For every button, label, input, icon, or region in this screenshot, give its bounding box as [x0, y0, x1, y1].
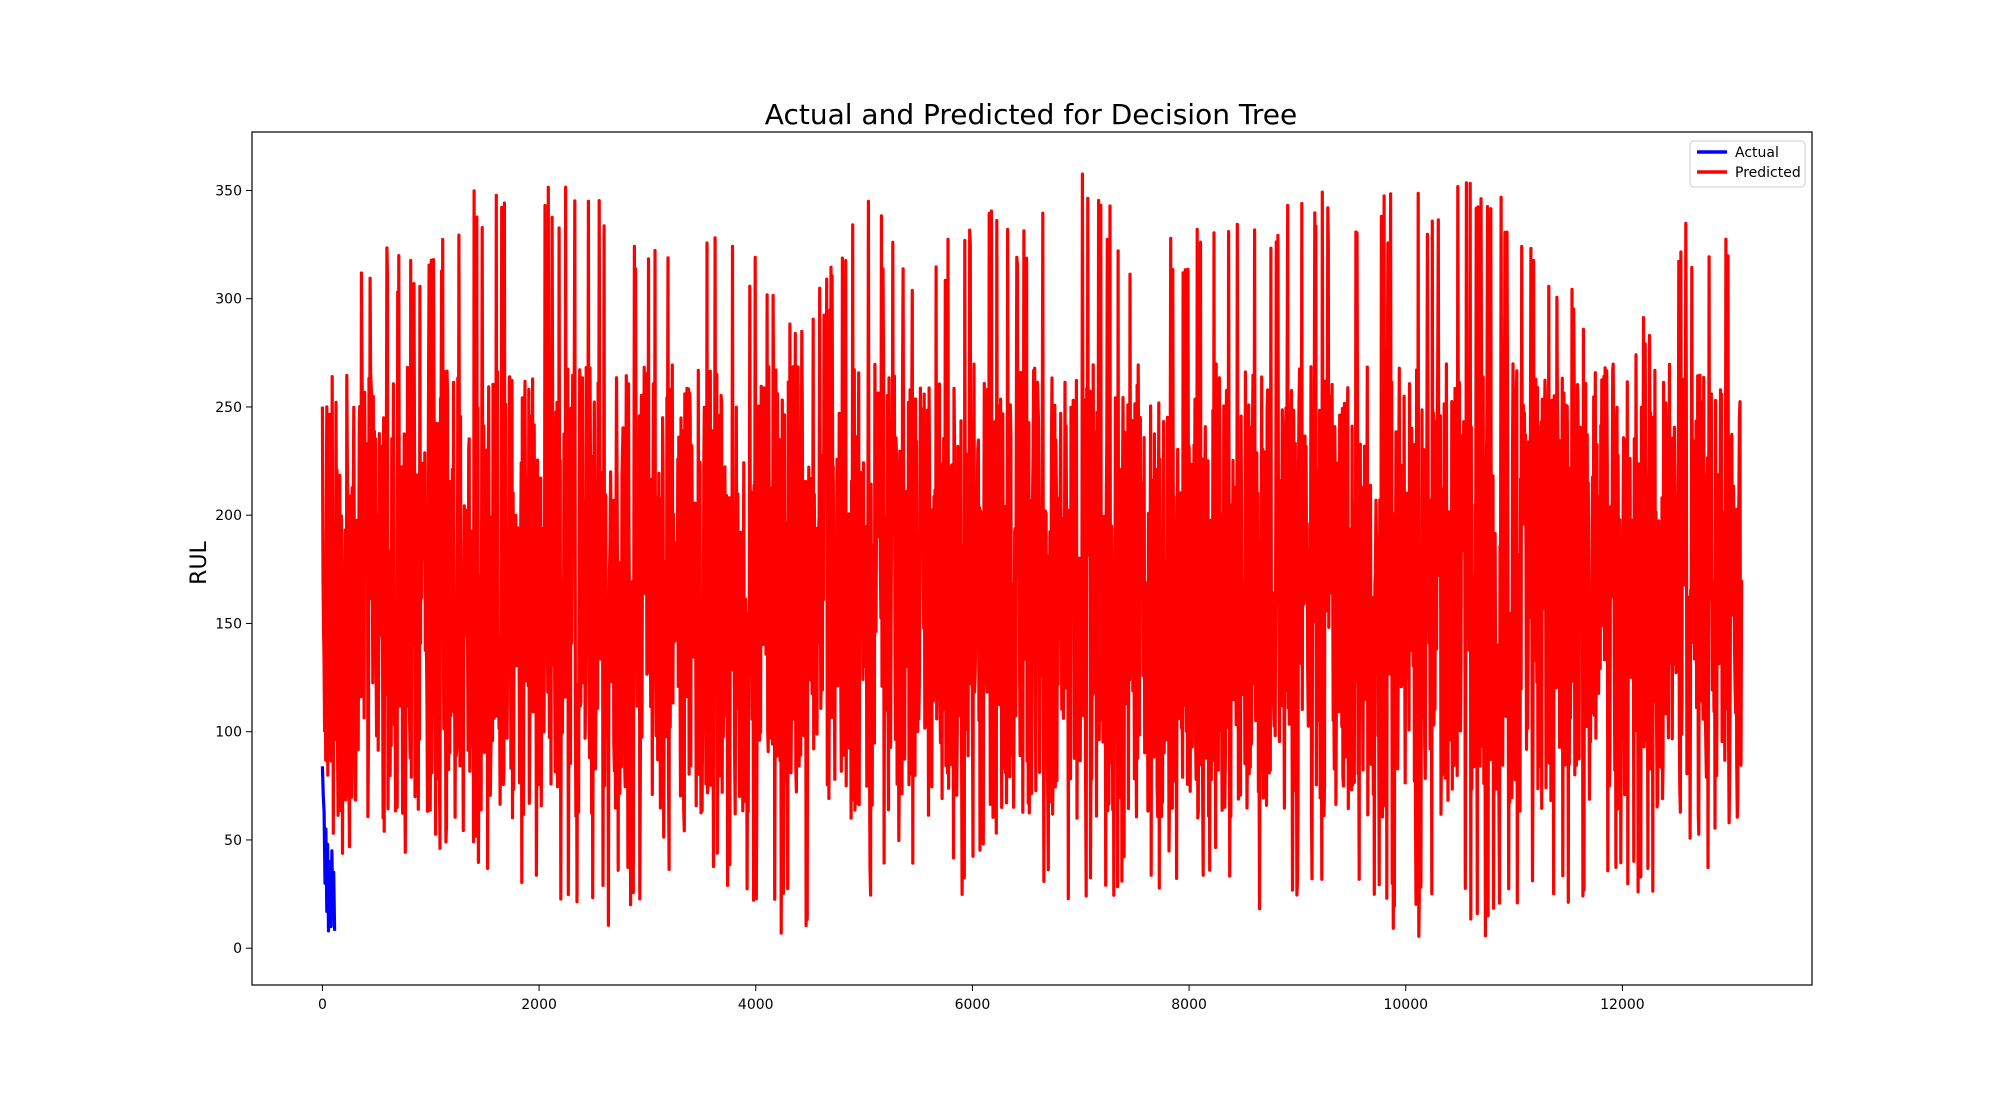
axes-frame	[251, 131, 1813, 986]
y-tick-label: 250	[215, 400, 242, 416]
y-tick-label: 200	[215, 508, 242, 524]
series-layer	[320, 172, 1744, 938]
predicted-series-line	[320, 172, 1744, 938]
actual-series-line	[320, 766, 337, 933]
x-tick-label: 12000	[1600, 997, 1645, 1013]
plot-area	[320, 172, 1744, 938]
x-tick-label: 10000	[1383, 997, 1428, 1013]
y-tick-label: 100	[215, 725, 242, 741]
legend-label-actual: Actual	[1735, 145, 1779, 161]
x-tick-label: 0	[318, 997, 327, 1013]
x-tick-label: 4000	[738, 997, 774, 1013]
y-tick-label: 150	[215, 616, 242, 632]
x-tick-label: 2000	[521, 997, 557, 1013]
y-tick-label: 0	[233, 941, 242, 957]
x-tick-label: 6000	[955, 997, 991, 1013]
y-axis-label: RUL	[187, 540, 212, 584]
chart-title: Actual and Predicted for Decision Tree	[765, 98, 1297, 131]
legend-label-predicted: Predicted	[1735, 165, 1801, 181]
y-tick-label: 50	[224, 833, 242, 849]
y-tick-label: 300	[215, 292, 242, 308]
legend: Actual Predicted	[1689, 140, 1806, 188]
x-tick-label: 8000	[1171, 997, 1207, 1013]
x-axis-ticks: 0 2000 4000 6000 8000 10000 12000	[318, 985, 1645, 1013]
y-tick-label: 350	[215, 183, 242, 199]
y-axis-ticks: 0 50 100 150 200 250 300 350	[215, 183, 252, 957]
